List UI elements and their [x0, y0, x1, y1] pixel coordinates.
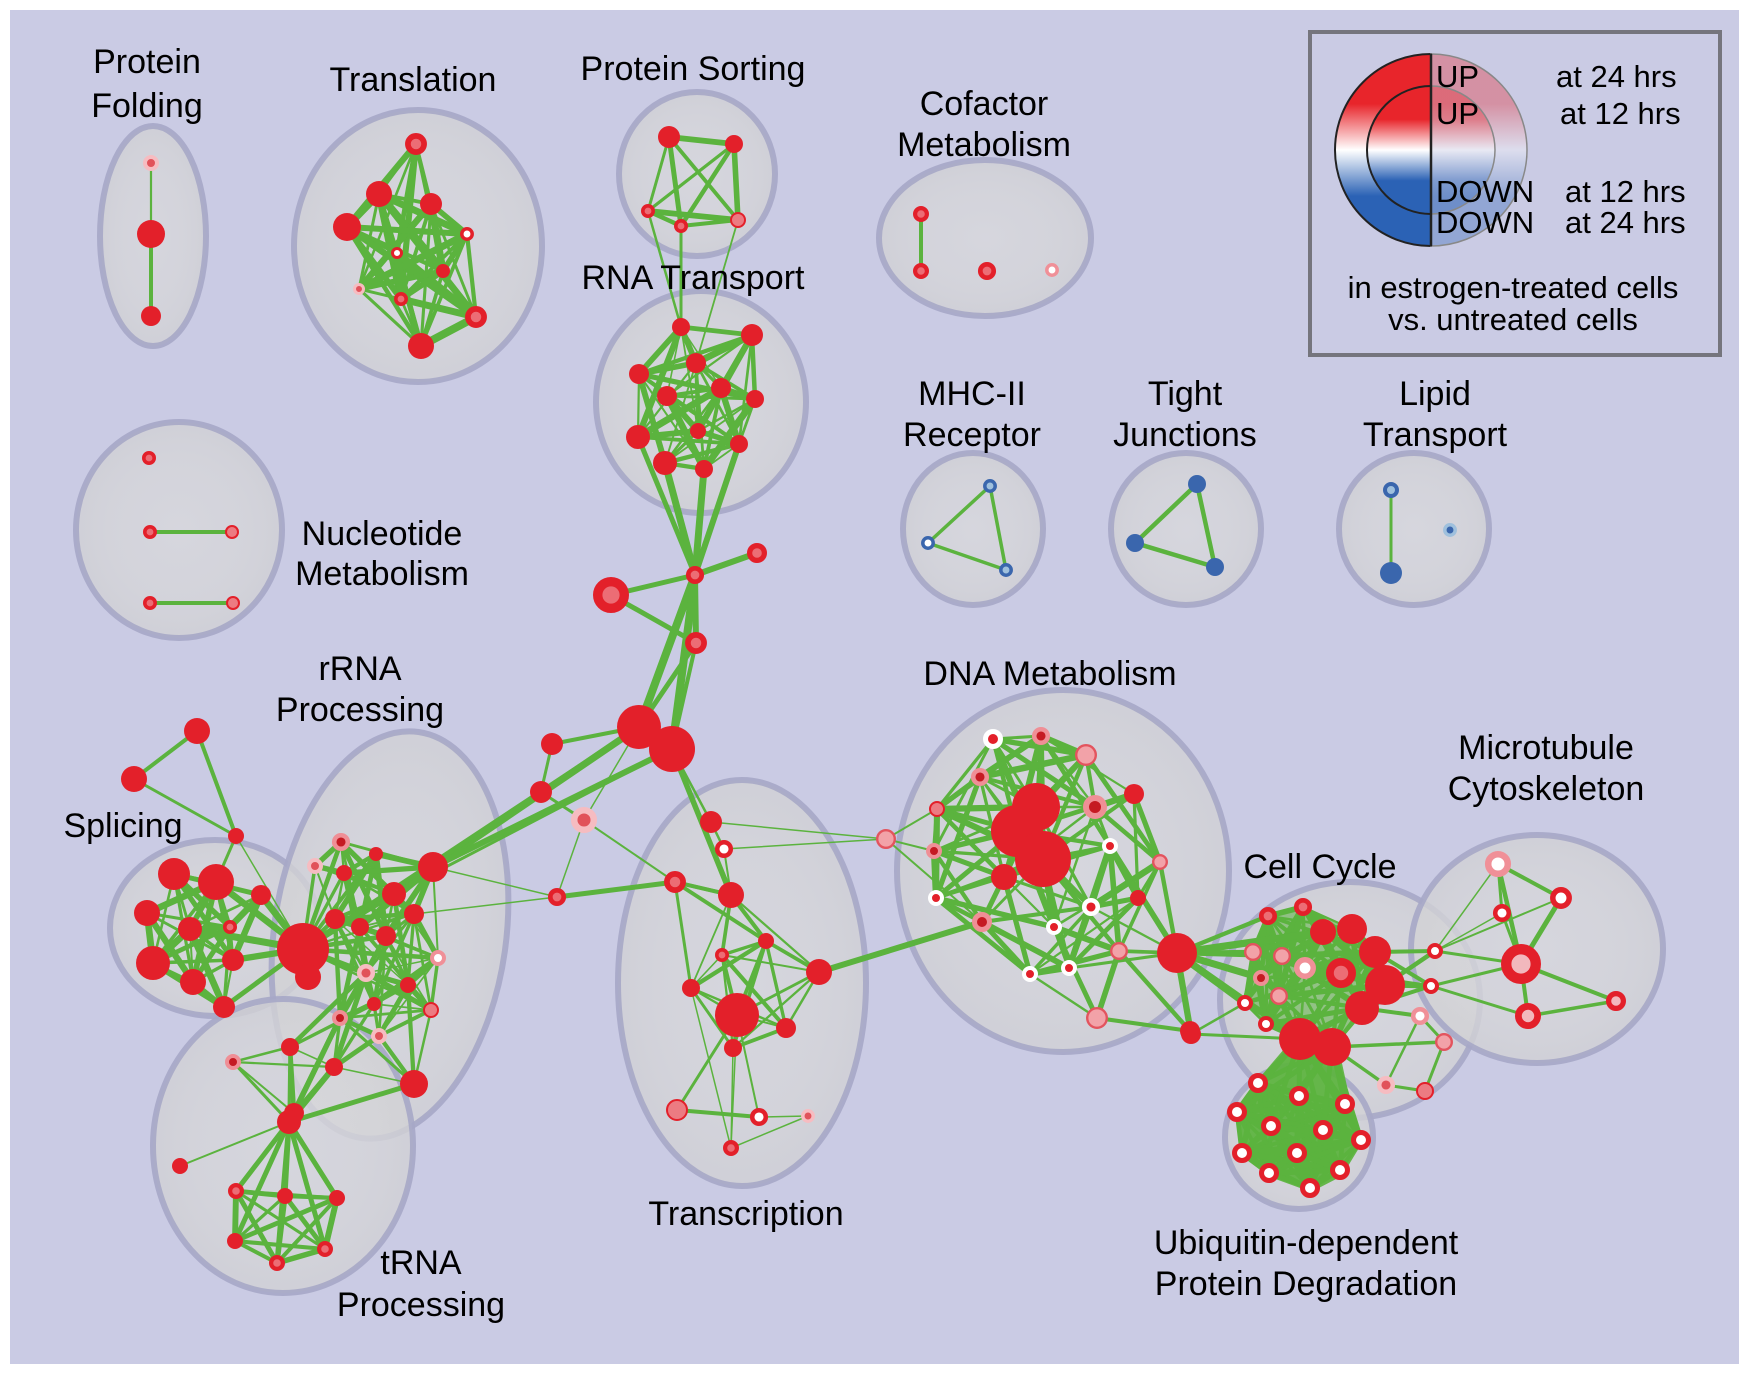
svg-text:Protein Sorting: Protein Sorting	[581, 50, 806, 88]
svg-text:at 12 hrs: at 12 hrs	[1565, 174, 1686, 209]
svg-text:Cytoskeleton: Cytoskeleton	[1448, 770, 1645, 808]
svg-text:Processing: Processing	[337, 1286, 505, 1324]
svg-text:Microtubule: Microtubule	[1458, 729, 1634, 767]
svg-text:Protein Degradation: Protein Degradation	[1155, 1265, 1457, 1303]
svg-text:Receptor: Receptor	[903, 416, 1041, 454]
svg-text:Splicing: Splicing	[63, 807, 182, 845]
svg-text:Lipid: Lipid	[1399, 375, 1471, 413]
svg-text:Ubiquitin-dependent: Ubiquitin-dependent	[1154, 1224, 1459, 1262]
svg-text:Metabolism: Metabolism	[295, 555, 469, 593]
svg-text:DOWN: DOWN	[1436, 205, 1534, 240]
svg-text:at 12 hrs: at 12 hrs	[1560, 96, 1681, 131]
svg-text:Folding: Folding	[91, 87, 203, 125]
svg-text:tRNA: tRNA	[380, 1244, 462, 1282]
svg-text:in estrogen-treated cells: in estrogen-treated cells	[1348, 270, 1679, 305]
svg-text:rRNA: rRNA	[318, 650, 401, 688]
svg-text:MHC-II: MHC-II	[918, 375, 1026, 413]
svg-text:Transcription: Transcription	[648, 1195, 843, 1233]
svg-text:Metabolism: Metabolism	[897, 126, 1071, 164]
svg-text:Tight: Tight	[1148, 375, 1223, 413]
svg-text:Cofactor: Cofactor	[920, 85, 1049, 123]
svg-text:Protein: Protein	[93, 43, 201, 81]
svg-text:Nucleotide: Nucleotide	[302, 515, 463, 553]
svg-text:DOWN: DOWN	[1436, 174, 1534, 209]
svg-text:at 24 hrs: at 24 hrs	[1565, 205, 1686, 240]
svg-text:Junctions: Junctions	[1113, 416, 1257, 454]
svg-text:Processing: Processing	[276, 691, 444, 729]
svg-text:Translation: Translation	[330, 61, 497, 99]
svg-text:Transport: Transport	[1363, 416, 1508, 454]
svg-text:RNA Transport: RNA Transport	[582, 259, 806, 297]
svg-text:DNA Metabolism: DNA Metabolism	[923, 655, 1176, 693]
svg-text:Cell Cycle: Cell Cycle	[1243, 848, 1396, 886]
svg-text:vs. untreated cells: vs. untreated cells	[1388, 302, 1638, 337]
svg-text:UP: UP	[1436, 59, 1479, 94]
svg-text:UP: UP	[1436, 96, 1479, 131]
svg-text:at 24 hrs: at 24 hrs	[1556, 59, 1677, 94]
